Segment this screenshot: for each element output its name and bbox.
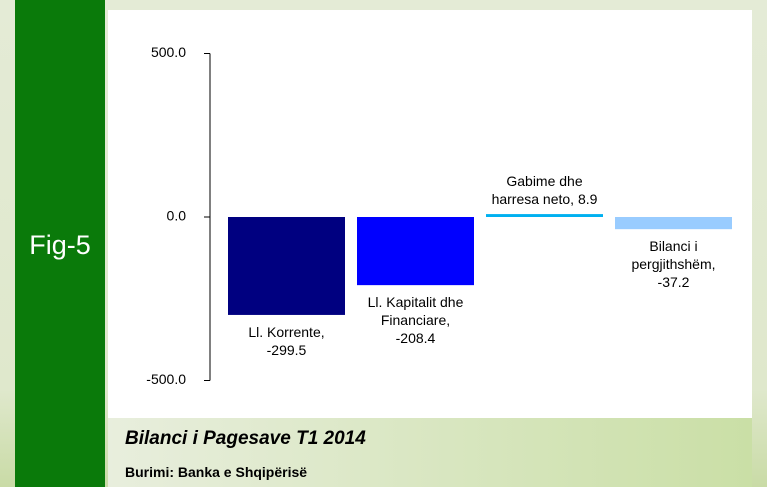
figure-label: Fig-5 <box>29 230 91 260</box>
y-tick-label: 0.0 <box>167 208 187 224</box>
bar <box>228 217 345 315</box>
bar <box>486 214 603 217</box>
y-tick-label: -500.0 <box>146 371 186 387</box>
bar <box>615 217 732 230</box>
data-label: Gabime dhe harresa neto, 8.9 <box>491 173 598 208</box>
data-label: Bilanci i pergjithshëm, -37.2 <box>631 238 716 291</box>
chart-panel <box>108 10 752 418</box>
bar <box>357 217 474 286</box>
caption-band <box>108 418 752 487</box>
y-tick-label: 500.0 <box>151 44 186 60</box>
data-label: Ll. Korrente, -299.5 <box>248 323 325 358</box>
source-note: Burimi: Banka e Shqipërisë <box>125 464 308 480</box>
data-label: Ll. Kapitalit dhe Financiare, -208.4 <box>367 294 464 347</box>
side-band <box>15 0 105 487</box>
chart-title: Bilanci i Pagesave T1 2014 <box>125 428 366 449</box>
